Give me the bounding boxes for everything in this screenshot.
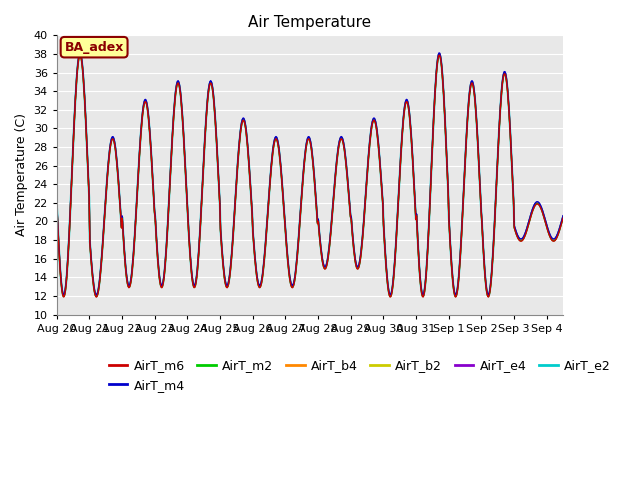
AirT_m4 (232, 190, 239, 196)
AirT_m4 (251, 253, 259, 259)
AirT_m6 (53, 203, 61, 209)
AirT_m4 (114, 166, 122, 172)
AirT_e2 (53, 202, 61, 208)
AirT_e2 (232, 192, 239, 197)
Y-axis label: Air Temperature (C): Air Temperature (C) (15, 113, 28, 237)
Line: AirT_e4: AirT_e4 (57, 53, 563, 295)
AirT_b2 (392, 249, 399, 254)
AirT_m6 (114, 168, 122, 174)
AirT_b2 (251, 253, 259, 259)
Line: AirT_m2: AirT_m2 (57, 55, 563, 297)
Title: Air Temperature: Air Temperature (248, 15, 371, 30)
AirT_e2 (559, 214, 567, 220)
AirT_e4 (76, 50, 84, 56)
AirT_b2 (93, 293, 100, 299)
AirT_m6 (76, 52, 84, 58)
AirT_m2 (559, 215, 567, 220)
AirT_m4 (364, 172, 371, 178)
Line: AirT_b4: AirT_b4 (57, 54, 563, 296)
AirT_b2 (559, 214, 567, 219)
AirT_m2 (114, 168, 122, 174)
Text: BA_adex: BA_adex (65, 41, 124, 54)
AirT_b4 (76, 51, 84, 57)
AirT_m2 (232, 192, 239, 198)
AirT_e4 (559, 213, 567, 219)
Legend: AirT_m6, AirT_m4, AirT_m2, AirT_b4, AirT_b2, AirT_e4, AirT_e2: AirT_m6, AirT_m4, AirT_m2, AirT_b4, AirT… (104, 354, 616, 396)
AirT_m6 (93, 294, 100, 300)
AirT_m2 (364, 174, 371, 180)
AirT_m4 (93, 292, 100, 298)
AirT_m4 (207, 78, 214, 84)
AirT_m2 (207, 80, 214, 85)
Line: AirT_e2: AirT_e2 (57, 54, 563, 296)
AirT_m6 (392, 251, 399, 256)
AirT_e4 (53, 202, 61, 207)
AirT_m4 (53, 201, 61, 207)
AirT_e2 (93, 293, 100, 299)
AirT_e2 (364, 173, 371, 179)
AirT_m2 (93, 294, 100, 300)
AirT_e2 (251, 254, 259, 260)
AirT_b4 (114, 168, 122, 173)
AirT_m4 (559, 213, 567, 218)
AirT_e2 (114, 167, 122, 173)
AirT_m2 (53, 203, 61, 209)
AirT_m6 (559, 215, 567, 221)
AirT_e2 (76, 51, 84, 57)
AirT_m2 (392, 250, 399, 256)
AirT_b2 (207, 79, 214, 84)
AirT_b4 (53, 203, 61, 208)
AirT_e4 (93, 292, 100, 298)
AirT_b2 (114, 167, 122, 172)
AirT_m2 (251, 255, 259, 261)
AirT_b4 (559, 215, 567, 220)
AirT_e2 (392, 249, 399, 255)
AirT_m2 (76, 52, 84, 58)
AirT_e4 (251, 253, 259, 259)
AirT_b4 (251, 254, 259, 260)
AirT_m6 (232, 192, 239, 198)
AirT_b2 (232, 191, 239, 197)
AirT_m6 (364, 174, 371, 180)
AirT_b2 (364, 173, 371, 179)
AirT_b2 (76, 51, 84, 57)
AirT_b2 (53, 202, 61, 207)
AirT_m6 (251, 255, 259, 261)
Line: AirT_m6: AirT_m6 (57, 55, 563, 297)
Line: AirT_m4: AirT_m4 (57, 53, 563, 295)
AirT_m4 (76, 50, 84, 56)
AirT_b4 (364, 173, 371, 179)
AirT_b4 (93, 293, 100, 299)
AirT_b4 (392, 250, 399, 255)
AirT_e4 (364, 172, 371, 178)
AirT_e4 (232, 191, 239, 196)
Line: AirT_b2: AirT_b2 (57, 54, 563, 296)
AirT_b4 (232, 192, 239, 197)
AirT_b4 (207, 79, 214, 85)
AirT_e4 (114, 167, 122, 172)
AirT_e2 (207, 79, 214, 85)
AirT_m6 (207, 80, 214, 86)
AirT_e4 (392, 249, 399, 254)
AirT_m4 (392, 248, 399, 254)
AirT_e4 (207, 78, 214, 84)
